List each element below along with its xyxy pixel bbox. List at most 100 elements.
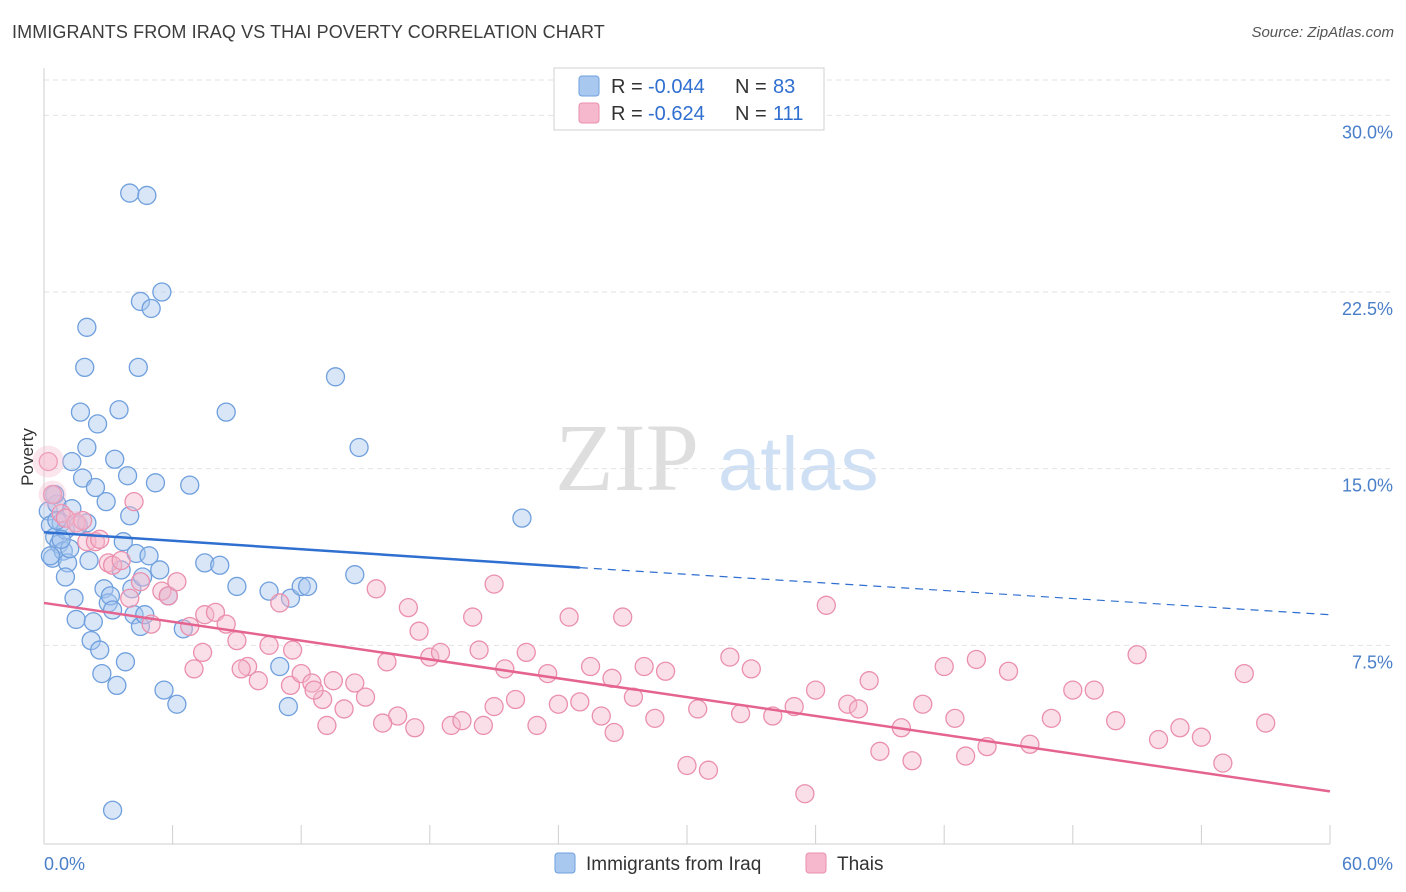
thai-point-47: [473, 715, 494, 736]
iraq-point-55: [210, 555, 230, 575]
iraq-point-22: [85, 477, 106, 498]
iraq-point-79: [141, 298, 161, 319]
thai-point-92: [1084, 680, 1104, 700]
iraq-point-18: [77, 437, 97, 458]
thai-point-57: [580, 656, 601, 677]
iraq-point-36: [115, 652, 136, 672]
legend-swatch-thai: [578, 102, 600, 124]
iraq-point-66: [349, 437, 369, 458]
bottom-legend-label-iraq: Immigrants from Iraq: [586, 854, 761, 875]
iraq-point-67: [512, 508, 532, 528]
bottom-legend: Immigrants from Iraq Thais: [554, 852, 883, 875]
iraq-point-77: [77, 317, 97, 337]
y-tick-label-3: 30.0%: [1342, 122, 1393, 142]
thai-point-cluster-2: [64, 510, 89, 535]
thai-point-46: [463, 607, 483, 627]
thai-point-26: [248, 671, 268, 691]
thai-point-45: [452, 711, 472, 731]
thai-point-100: [1256, 713, 1276, 733]
thai-point-8: [90, 529, 110, 549]
thai-point-20: [184, 659, 204, 679]
iraq-point-78: [130, 291, 151, 312]
iraq-point-42: [128, 357, 148, 378]
thai-point-54: [548, 694, 569, 714]
thai-point-105: [192, 642, 213, 663]
thai-point-106: [282, 640, 303, 660]
iraq-point-24: [90, 640, 110, 660]
iraq-point-82: [102, 800, 123, 820]
iraq-point-48: [150, 560, 170, 580]
thai-point-44: [441, 715, 461, 736]
x-tick-label-max: 60.0%: [1342, 854, 1393, 874]
thai-point-5: [72, 510, 93, 531]
iraq-point-31: [105, 449, 125, 469]
thai-point-103: [317, 715, 337, 736]
thai-point-65: [677, 755, 697, 776]
thai-point-95: [1148, 729, 1169, 750]
y-axis-label: Poverty: [18, 428, 37, 486]
iraq-trend-line: [43, 531, 580, 569]
legend-r-label-thai: R =: [611, 103, 643, 125]
iraq-point-16: [72, 468, 93, 488]
thai-point-1: [42, 484, 63, 505]
y-tick-label-2: 22.5%: [1342, 299, 1393, 319]
x-tick-label-min: 0.0%: [44, 854, 85, 874]
thai-point-41: [409, 621, 429, 641]
iraq-point-17: [75, 357, 95, 378]
iraq-point-57: [227, 576, 247, 597]
iraq-point-32: [107, 675, 127, 696]
iraq-point-37: [117, 466, 138, 486]
thai-point-58: [591, 706, 611, 726]
thai-point-51: [516, 642, 536, 663]
thai-point-79: [870, 741, 890, 761]
chart-title: IMMIGRANTS FROM IRAQ VS THAI POVERTY COR…: [12, 22, 605, 42]
thai-point-11: [111, 550, 131, 571]
thai-point-85: [955, 746, 976, 766]
bottom-legend-swatch-thai: [805, 852, 827, 874]
thai-point-24: [227, 630, 247, 651]
iraq-point-30: [102, 600, 123, 620]
iraq-point-54: [195, 553, 215, 573]
thai-point-27: [259, 635, 279, 655]
thai-point-69: [730, 703, 751, 724]
iraq-point-71: [55, 567, 76, 587]
legend-n-value-thai: 111: [773, 103, 803, 125]
thai-point-78: [859, 671, 879, 691]
iraq-point-64: [325, 367, 346, 387]
thai-point-cluster-1: [38, 480, 67, 509]
iraq-point-68: [40, 546, 61, 566]
iraq-point-9: [57, 553, 78, 573]
thai-point-110: [372, 713, 393, 733]
iraq-point-47: [145, 473, 166, 493]
thai-point-50: [505, 689, 526, 710]
thai-point-83: [934, 656, 954, 677]
thai-point-102: [604, 722, 624, 743]
thai-point-107: [304, 680, 324, 700]
thai-point-18: [167, 572, 187, 592]
thai-point-17: [158, 586, 178, 606]
thai-point-67: [698, 760, 719, 780]
thai-point-12: [120, 588, 140, 608]
iraq-point-59: [270, 656, 290, 677]
thai-point-43: [430, 642, 451, 663]
iraq-point-33: [109, 400, 129, 420]
thai-point-75: [816, 595, 836, 615]
thai-point-35: [345, 673, 365, 693]
iraq-point-21: [83, 612, 103, 632]
legend-r-label-iraq: R =: [611, 76, 643, 98]
thai-point-73: [795, 784, 815, 804]
legend-n-value-iraq: 83: [773, 76, 795, 98]
thai-point-81: [902, 751, 922, 771]
thai-points: [32, 445, 1276, 804]
thai-point-82: [913, 694, 933, 714]
thai-point-19: [180, 616, 200, 637]
iraq-point-23: [87, 414, 108, 434]
iraq-point-15: [70, 402, 91, 422]
y-tick-label-1: 15.0%: [1342, 476, 1393, 496]
thai-point-60: [613, 607, 633, 627]
iraq-point-65: [345, 565, 365, 585]
iraq-point-25: [92, 663, 112, 684]
thai-point-53: [538, 663, 558, 684]
legend-n-label-thai: N =: [735, 103, 767, 125]
